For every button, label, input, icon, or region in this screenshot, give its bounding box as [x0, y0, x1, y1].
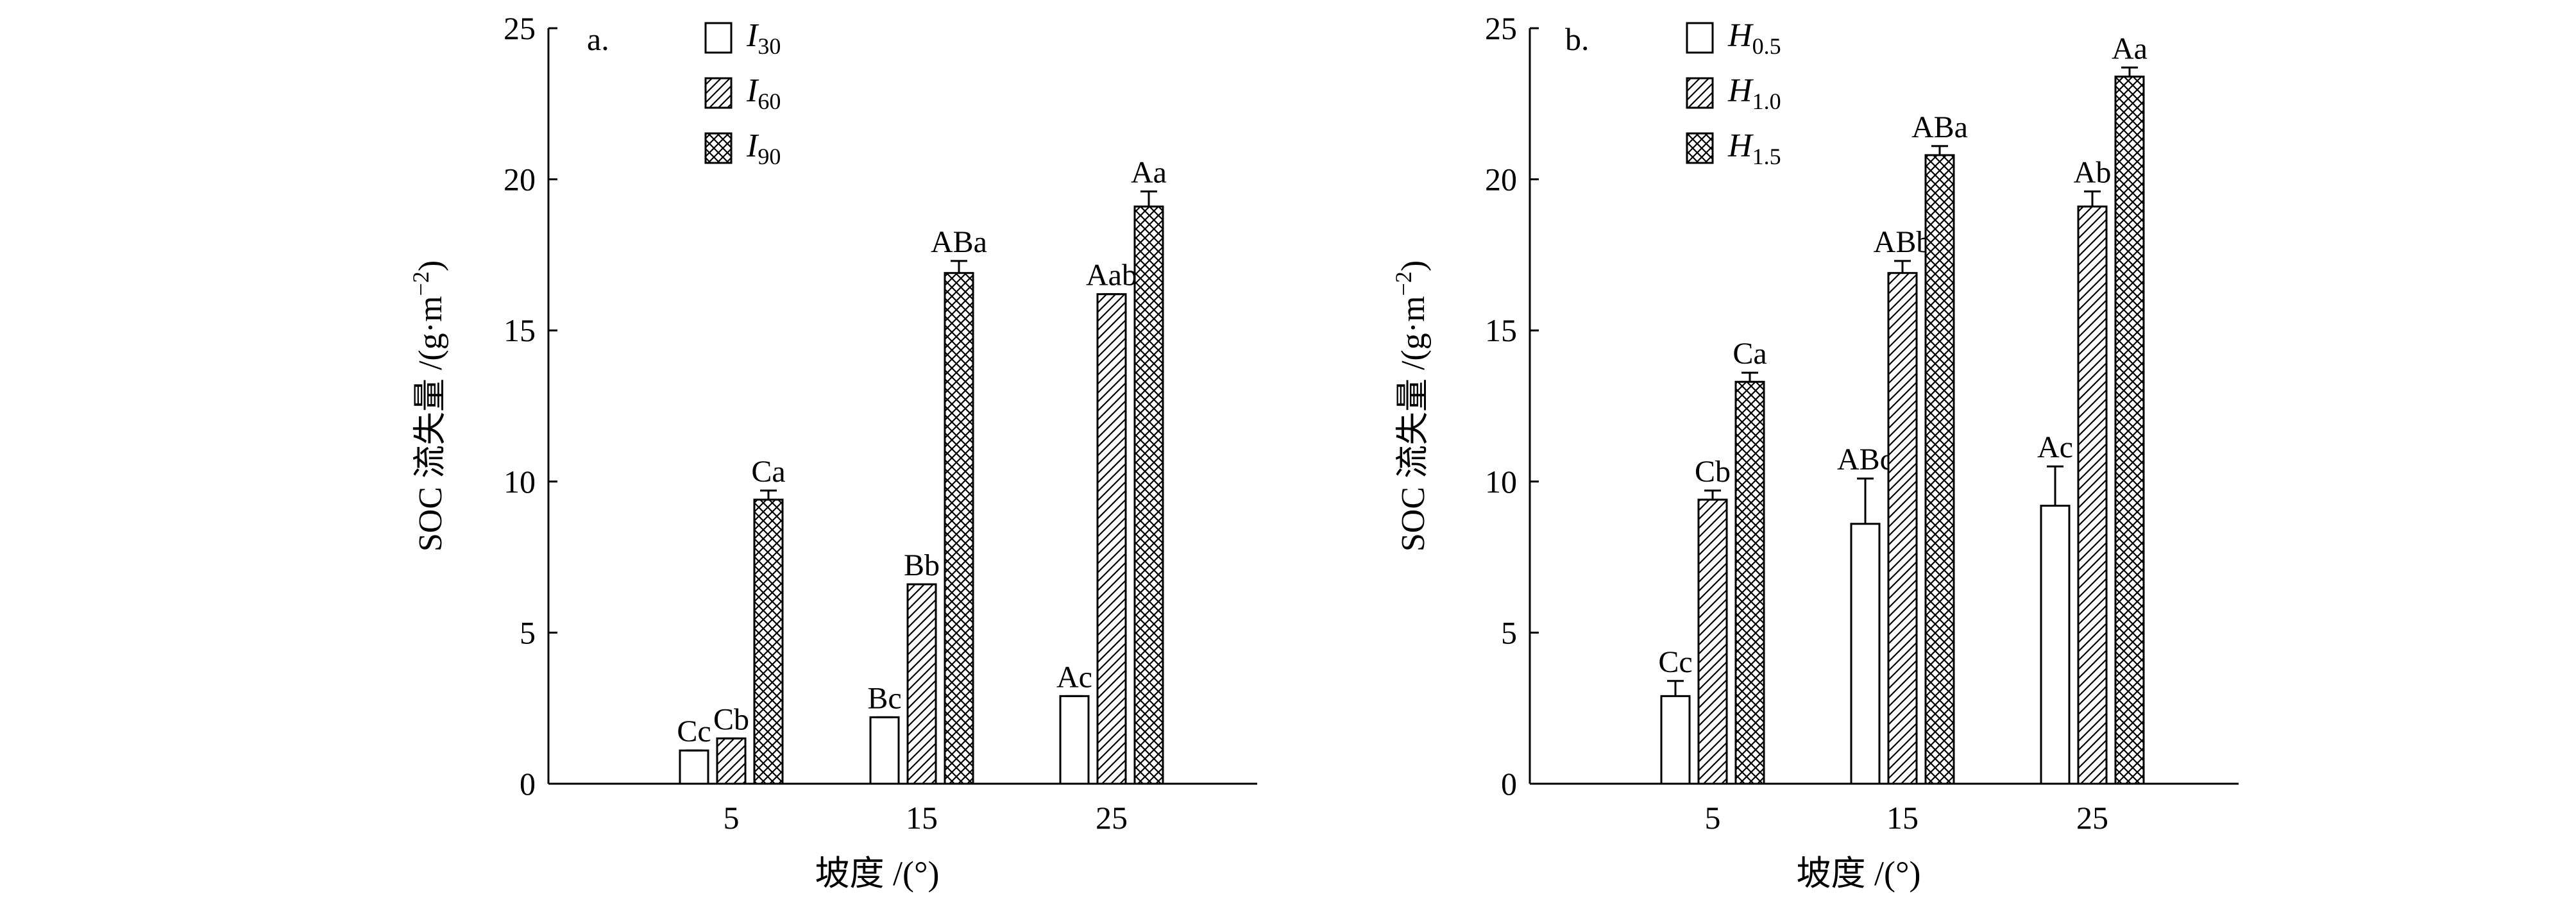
y-tick-label: 5 [520, 614, 536, 650]
x-tick-label: 15 [906, 800, 938, 836]
x-tick-label: 5 [1705, 800, 1721, 836]
legend-swatch [1686, 77, 1714, 109]
y-tick-label: 20 [1485, 162, 1517, 198]
panel-b: 0 5 10 15 20 25 5 15 25 Cc ABc Ac Cb ABb Ab Ca ABa Aa b. H0… [1391, 10, 2239, 893]
y-axis-label: SOC 流失量 /(g·m−2) [1391, 260, 1432, 552]
bar [1850, 523, 1881, 785]
data-label: Ac [1056, 660, 1092, 694]
y-tick-label: 10 [1485, 464, 1517, 500]
data-label: Aa [1131, 155, 1167, 189]
x-tick-label: 25 [2076, 800, 2108, 836]
data-label: ABa [931, 225, 987, 259]
bar [906, 583, 937, 785]
legend-label: I30 [746, 17, 781, 59]
x-axis-label: 坡度 /(°) [1796, 854, 1920, 893]
bar [753, 498, 784, 785]
x-tick-label: 25 [1096, 800, 1128, 836]
panel-label: b. [1565, 21, 1589, 57]
x-tick-label: 5 [724, 800, 740, 836]
bar [1660, 695, 1691, 785]
y-axis-label: SOC 流失量 /(g·m−2) [408, 260, 449, 552]
legend-swatch [1686, 22, 1714, 54]
bar [1133, 205, 1164, 785]
y-tick-label: 25 [1485, 10, 1517, 46]
data-label: Cc [1658, 645, 1692, 679]
bar [1096, 293, 1127, 785]
legend-swatch [704, 22, 733, 54]
bar [2077, 205, 2108, 785]
bar [869, 716, 900, 785]
legend-swatch [704, 77, 733, 109]
x-tick-label: 15 [1886, 800, 1919, 836]
y-tick-label: 5 [1501, 614, 1517, 650]
x-axis-label: 坡度 /(°) [815, 854, 939, 893]
panel-label: a. [587, 21, 609, 57]
legend-label: H0.5 [1727, 17, 1781, 59]
bar [1734, 380, 1765, 785]
data-label: Ca [1733, 337, 1767, 371]
legend-label: I90 [746, 128, 781, 169]
y-tick-label: 0 [1501, 766, 1517, 802]
y-tick-label: 10 [504, 464, 536, 500]
legend-label: H1.5 [1727, 128, 1781, 169]
data-label: Ac [2037, 430, 2073, 464]
bar [2114, 75, 2145, 785]
data-label: Bc [867, 681, 901, 715]
legend-label: I60 [746, 72, 781, 114]
legend-swatch [704, 132, 733, 164]
bar [679, 749, 709, 785]
data-label: ABb [1874, 225, 1932, 259]
y-tick-label: 25 [504, 10, 536, 46]
bar [2040, 504, 2071, 785]
data-label: ABc [1837, 443, 1894, 477]
bar [716, 737, 747, 785]
y-tick-label: 0 [520, 766, 536, 802]
y-tick-label: 15 [1485, 312, 1517, 348]
legend-swatch [1686, 132, 1714, 164]
bar [1059, 695, 1090, 785]
panel-a: 0 5 10 15 20 25 5 15 25 Cc Bc Ac Cb Bb Aab Ca ABa Aa a. I30… [408, 10, 1257, 893]
bar [1887, 272, 1918, 785]
bar [944, 272, 974, 785]
legend-label: H1.0 [1727, 72, 1781, 114]
data-label: Bb [904, 548, 940, 582]
data-label: Aab [1086, 258, 1137, 292]
bar [1697, 498, 1728, 785]
data-label: Cb [713, 702, 749, 736]
data-label: Cc [677, 714, 711, 748]
y-tick-label: 20 [504, 162, 536, 198]
y-tick-label: 15 [504, 312, 536, 348]
data-label: Ab [2074, 155, 2112, 189]
bar [1924, 154, 1955, 785]
data-label: Ca [751, 455, 785, 489]
data-label: Aa [2112, 31, 2148, 65]
data-label: ABa [1911, 110, 1968, 144]
data-label: Cb [1695, 455, 1731, 489]
